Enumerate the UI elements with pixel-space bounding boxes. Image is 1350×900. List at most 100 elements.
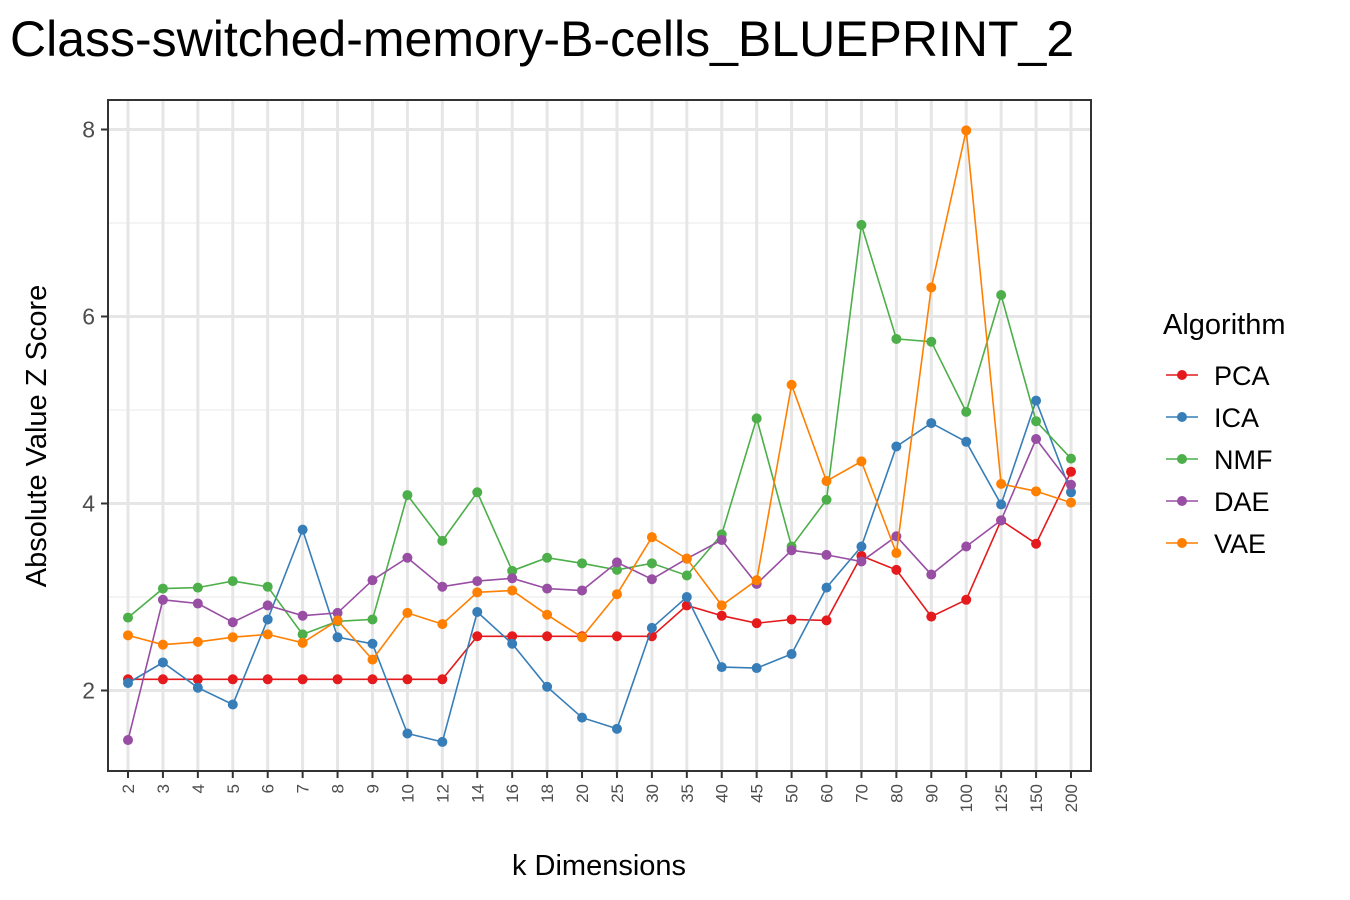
data-point [507, 631, 518, 642]
data-point [227, 617, 238, 628]
data-point [821, 549, 832, 560]
x-axis-label: k Dimensions [512, 850, 686, 882]
data-point [507, 638, 518, 649]
x-tick-label: 16 [503, 784, 522, 803]
legend-swatch-point [1177, 538, 1187, 548]
data-point [227, 632, 238, 643]
data-point [507, 565, 518, 576]
data-point [402, 607, 413, 618]
data-point [786, 379, 797, 390]
legend-item-vae: VAE [1166, 529, 1266, 559]
data-point [786, 649, 797, 660]
data-point [123, 735, 133, 746]
data-point [332, 632, 343, 643]
legend-item-dae: DAE [1166, 487, 1270, 517]
x-tick-label: 100 [957, 784, 976, 812]
data-point [472, 487, 483, 498]
data-point [1066, 497, 1076, 508]
x-tick-label: 45 [748, 784, 767, 803]
data-point [542, 552, 553, 563]
data-point [437, 619, 448, 630]
data-point [262, 614, 273, 625]
legend-item-ica: ICA [1166, 403, 1259, 433]
data-point [856, 456, 867, 467]
data-point [437, 674, 448, 685]
data-point [192, 636, 203, 647]
data-point [821, 476, 832, 487]
series-pca [123, 466, 1076, 685]
data-point [611, 589, 622, 600]
data-point [786, 545, 797, 556]
data-point [996, 515, 1007, 526]
x-tick-label: 25 [608, 784, 627, 803]
legend: Algorithm PCA ICA NMF DAE VAE [1163, 309, 1286, 559]
x-tick-label: 40 [713, 784, 732, 803]
legend-items: PCA ICA NMF DAE VAE [1166, 361, 1272, 559]
data-point [751, 575, 762, 586]
x-tick-label: 7 [294, 784, 313, 793]
data-point [996, 289, 1007, 300]
legend-swatch-point [1177, 454, 1187, 464]
data-point [1066, 453, 1076, 464]
data-point [472, 576, 483, 587]
data-point [611, 564, 622, 575]
data-point [472, 606, 483, 617]
data-point [716, 662, 727, 673]
x-tick-label: 90 [922, 784, 941, 803]
data-point [297, 637, 308, 648]
data-point [891, 564, 902, 575]
x-tick-label: 80 [887, 784, 906, 803]
data-point [157, 583, 168, 594]
legend-swatch-point [1177, 496, 1187, 506]
data-point [297, 674, 308, 685]
data-point [961, 436, 972, 447]
chart-title: Class-switched-memory-B-cells_BLUEPRINT_… [10, 11, 1075, 67]
data-point [472, 631, 483, 642]
x-tick-label: 6 [259, 784, 278, 793]
grid-minor [108, 222, 1091, 598]
data-point [961, 594, 972, 605]
series-line-dae [127, 437, 1072, 741]
x-tick-label: 35 [678, 784, 697, 803]
grid-major [108, 100, 1091, 771]
series-nmf [123, 219, 1076, 640]
data-point [681, 553, 692, 564]
data-point [611, 557, 622, 568]
data-point [577, 632, 588, 643]
data-point [332, 607, 343, 618]
data-point [1031, 416, 1042, 427]
series-ica [123, 395, 1076, 747]
legend-swatch-point [1177, 412, 1187, 422]
data-point [542, 631, 553, 642]
x-tick-label: 2 [119, 784, 138, 793]
data-point [1031, 395, 1042, 406]
y-axis-label: Absolute Value Z Score [21, 285, 53, 588]
x-tick-label: 9 [363, 784, 382, 793]
data-point [192, 598, 203, 609]
data-point [926, 418, 937, 429]
x-tick-label: 4 [189, 784, 208, 793]
data-point [577, 558, 588, 569]
data-point [856, 219, 867, 230]
legend-title: Algorithm [1163, 309, 1286, 341]
data-point [1066, 487, 1076, 498]
y-tick-label: 6 [82, 304, 95, 330]
data-point [227, 576, 238, 587]
data-point [192, 682, 203, 693]
x-tick-label: 30 [643, 784, 662, 803]
series-line-ica [127, 398, 1072, 743]
data-point [716, 534, 727, 545]
data-point [646, 558, 657, 569]
data-point [332, 674, 343, 685]
data-point [367, 575, 378, 586]
x-tick-label: 10 [398, 784, 417, 803]
data-point [123, 630, 133, 641]
data-point [192, 582, 203, 593]
data-point [123, 612, 133, 623]
data-point [821, 494, 832, 505]
x-tick-label: 50 [783, 784, 802, 803]
data-point [192, 674, 203, 685]
y-tick-label: 2 [82, 678, 95, 704]
data-point [157, 639, 168, 650]
